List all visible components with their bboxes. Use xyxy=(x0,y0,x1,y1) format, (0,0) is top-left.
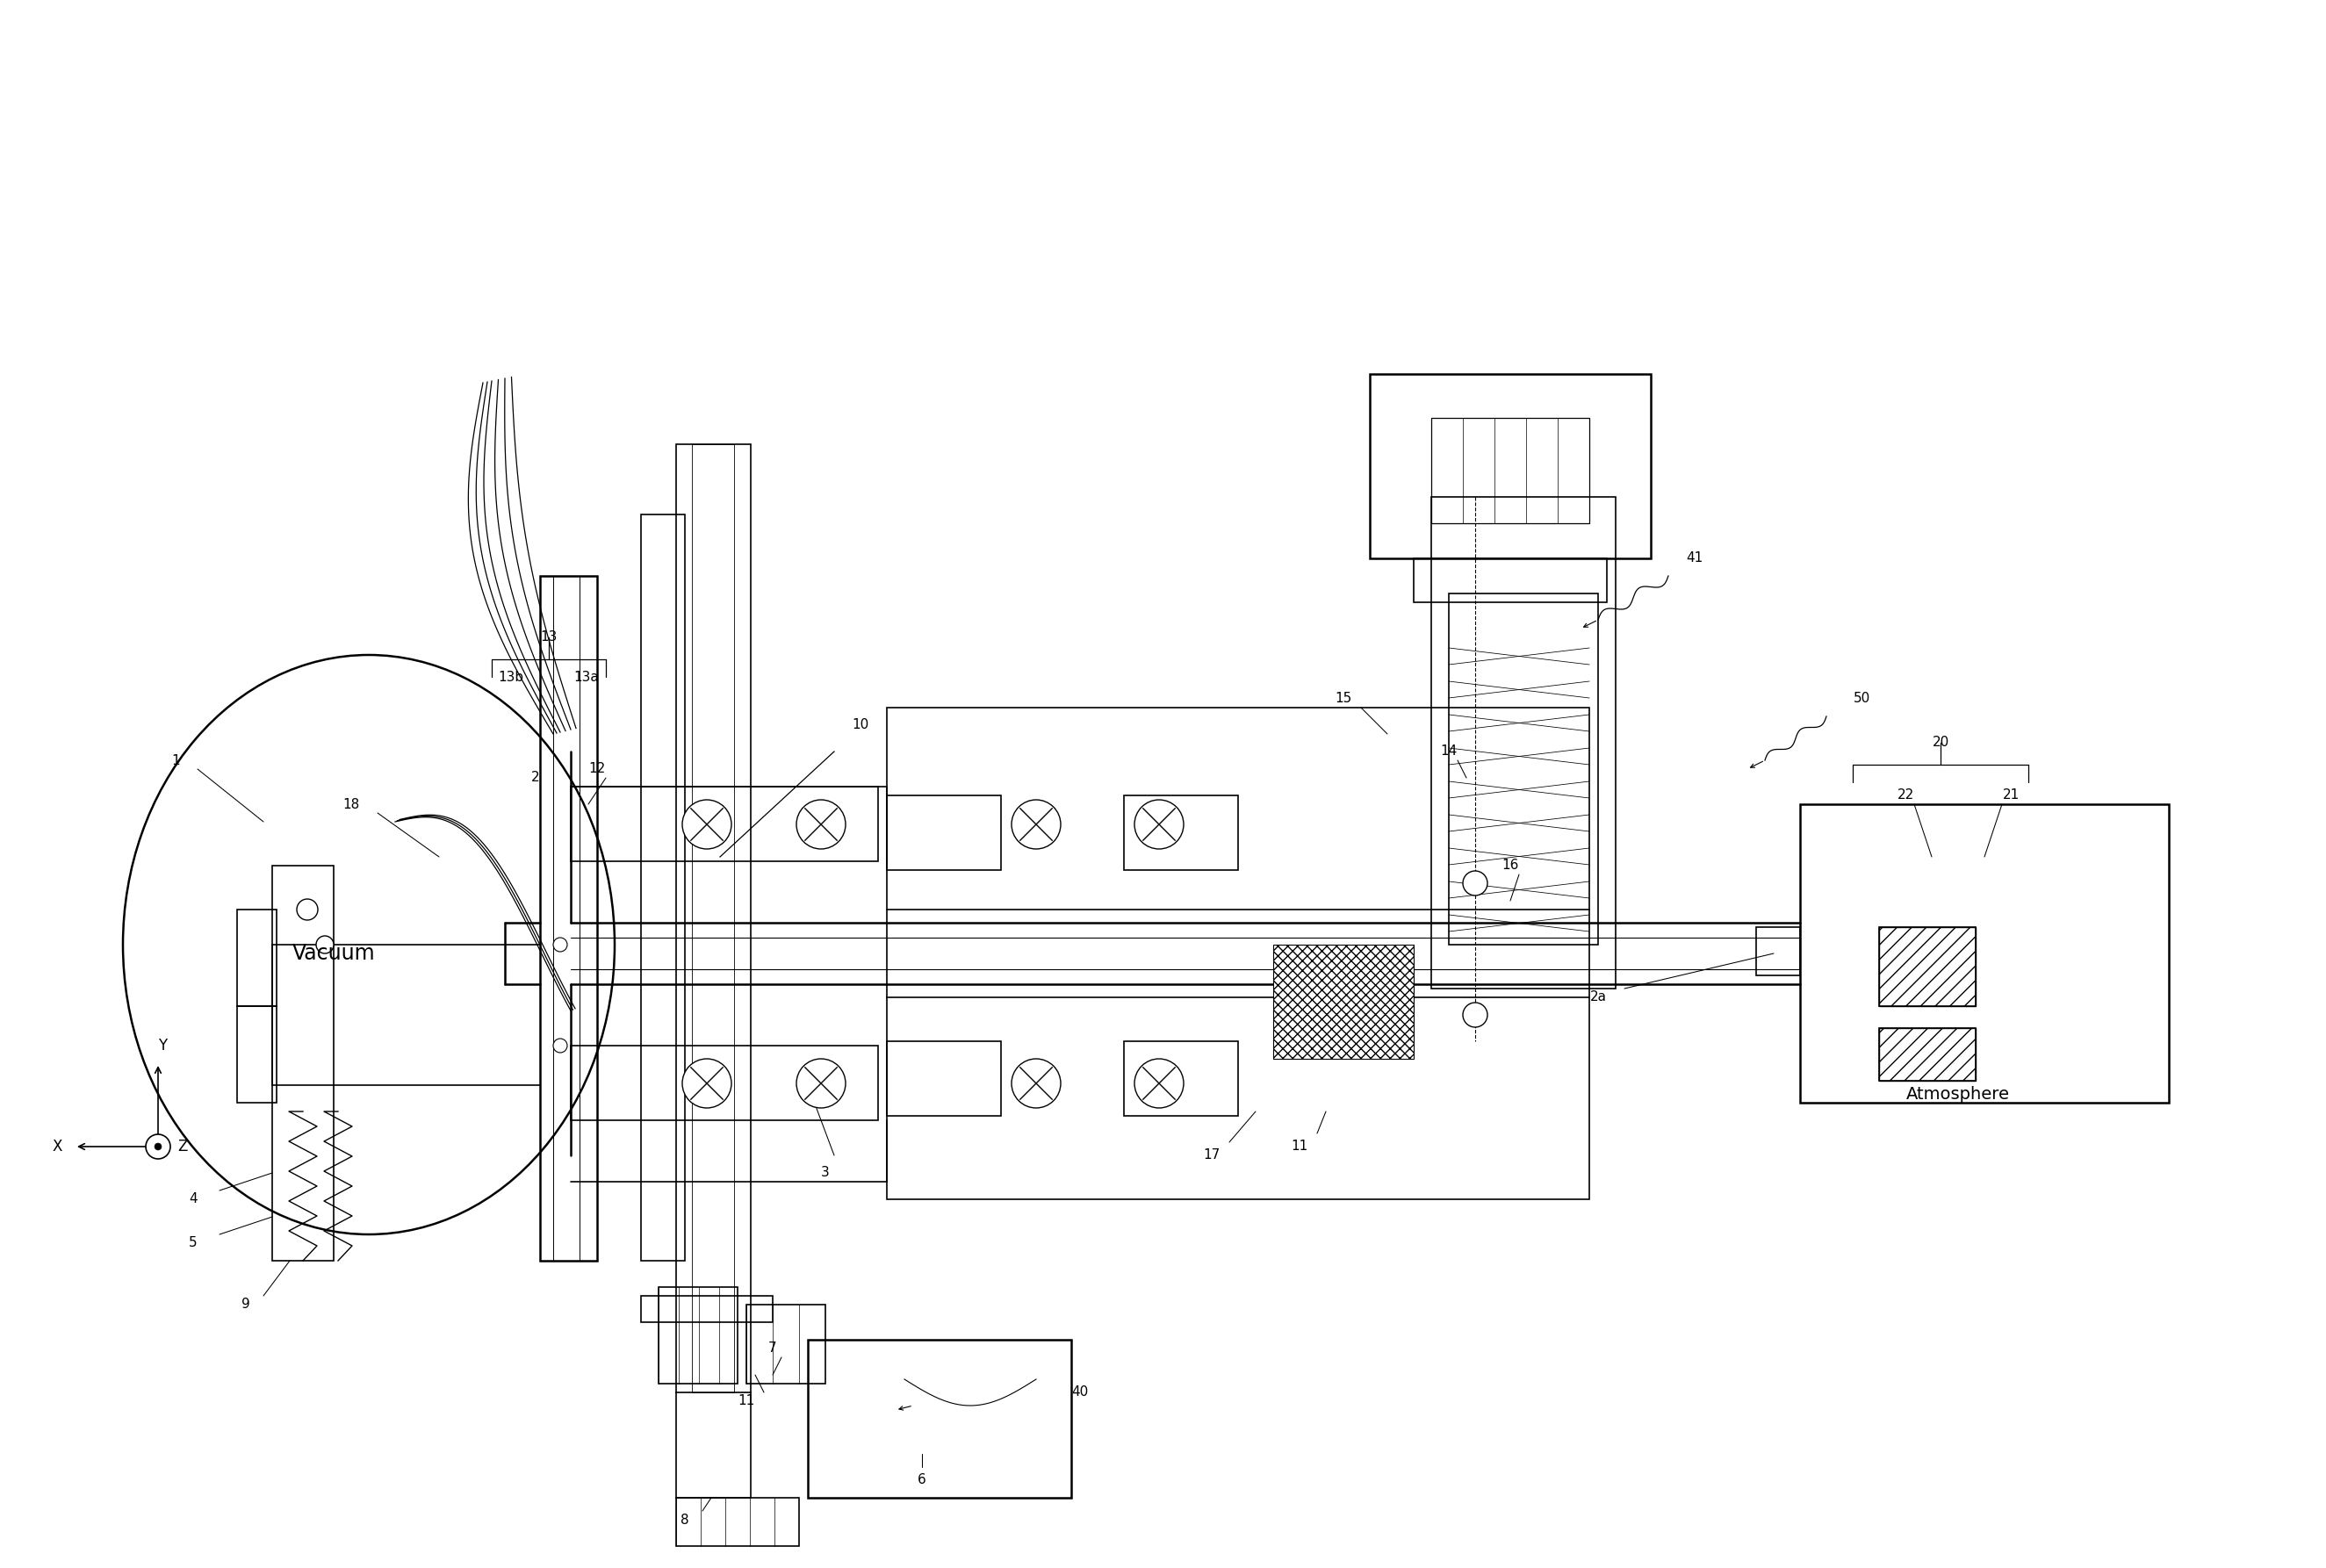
Text: X: X xyxy=(51,1138,63,1154)
Bar xyxy=(677,1497,800,1546)
Circle shape xyxy=(1135,800,1184,848)
Bar xyxy=(886,707,1589,1200)
Bar xyxy=(1879,1029,1975,1080)
Text: 17: 17 xyxy=(1203,1149,1221,1162)
Bar xyxy=(540,575,598,1261)
Text: 1: 1 xyxy=(172,754,179,767)
Text: 2: 2 xyxy=(530,771,540,784)
Bar xyxy=(807,1339,1072,1497)
Bar xyxy=(1879,927,1975,1007)
Bar xyxy=(691,444,735,1392)
Circle shape xyxy=(1463,870,1486,895)
Text: 10: 10 xyxy=(851,718,870,732)
Bar xyxy=(1800,804,2168,1102)
Text: 40: 40 xyxy=(1072,1386,1089,1399)
Text: 22: 22 xyxy=(1898,789,1914,801)
Text: Y: Y xyxy=(158,1038,167,1054)
Circle shape xyxy=(1135,1058,1184,1109)
Text: 8: 8 xyxy=(682,1513,688,1526)
Bar xyxy=(747,1305,826,1383)
Text: 14: 14 xyxy=(1440,745,1458,757)
Text: 5: 5 xyxy=(188,1237,198,1250)
Text: Z: Z xyxy=(177,1138,188,1154)
Circle shape xyxy=(1012,800,1061,848)
Bar xyxy=(1756,927,1800,975)
Bar xyxy=(554,575,579,1261)
Circle shape xyxy=(795,1058,847,1109)
Text: 7: 7 xyxy=(768,1342,777,1355)
Circle shape xyxy=(147,1134,170,1159)
Bar xyxy=(886,795,1000,870)
Bar xyxy=(658,1287,737,1383)
Text: 4: 4 xyxy=(188,1193,198,1206)
Bar xyxy=(677,444,751,1392)
Text: 21: 21 xyxy=(2003,789,2019,801)
Circle shape xyxy=(682,800,730,848)
Circle shape xyxy=(795,800,847,848)
Bar xyxy=(237,909,277,1007)
Text: 15: 15 xyxy=(1335,691,1351,706)
Bar xyxy=(1879,927,1975,1007)
Bar xyxy=(642,1295,772,1322)
Circle shape xyxy=(1012,1058,1061,1109)
Text: 2a: 2a xyxy=(1589,991,1607,1004)
Circle shape xyxy=(1463,1002,1486,1027)
Bar xyxy=(1449,593,1598,944)
Bar xyxy=(237,1007,277,1102)
Bar xyxy=(570,787,879,861)
Text: 41: 41 xyxy=(1686,552,1703,564)
Circle shape xyxy=(554,1038,568,1052)
Bar xyxy=(1370,375,1651,558)
Circle shape xyxy=(554,938,568,952)
Text: 11: 11 xyxy=(1291,1140,1307,1152)
Text: 16: 16 xyxy=(1503,859,1519,872)
Circle shape xyxy=(682,1058,730,1109)
Text: Atmosphere: Atmosphere xyxy=(1907,1085,2010,1102)
Circle shape xyxy=(154,1143,160,1149)
Text: 50: 50 xyxy=(1854,691,1870,706)
Bar xyxy=(570,1046,879,1120)
Bar xyxy=(1430,497,1617,988)
Bar xyxy=(272,866,333,1261)
Bar xyxy=(1123,795,1237,870)
Bar xyxy=(886,1041,1000,1116)
Bar xyxy=(1879,1029,1975,1080)
Text: 13a: 13a xyxy=(575,670,600,684)
Text: 6: 6 xyxy=(919,1474,926,1486)
Text: 9: 9 xyxy=(242,1298,251,1311)
Circle shape xyxy=(298,898,319,920)
Text: 20: 20 xyxy=(1933,735,1949,750)
Bar xyxy=(1414,558,1607,602)
Text: 13: 13 xyxy=(540,630,558,644)
Text: 13b: 13b xyxy=(498,670,523,684)
Bar xyxy=(642,514,684,1261)
Text: 11: 11 xyxy=(737,1394,756,1408)
Circle shape xyxy=(316,936,333,953)
Text: Vacuum: Vacuum xyxy=(293,942,374,964)
Bar xyxy=(1123,1041,1237,1116)
Text: 12: 12 xyxy=(588,762,605,776)
Bar xyxy=(1430,419,1589,524)
Text: 3: 3 xyxy=(821,1167,830,1179)
Text: 18: 18 xyxy=(342,798,361,811)
Bar xyxy=(1272,944,1414,1058)
